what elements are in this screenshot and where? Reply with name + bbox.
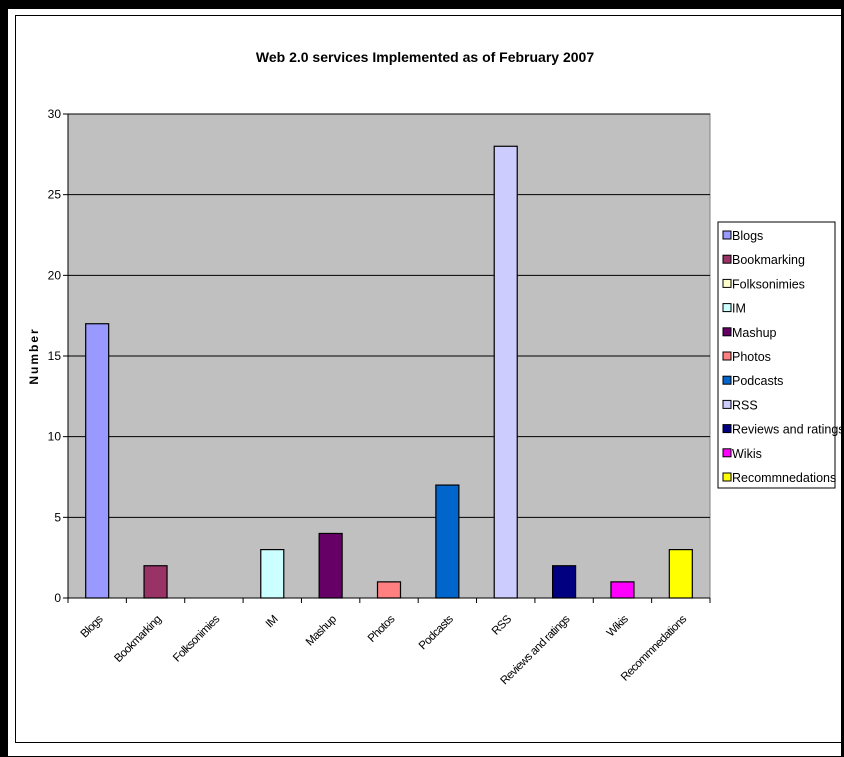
legend-swatch: [722, 254, 732, 264]
legend-swatch: [722, 424, 732, 434]
x-tick-label: Mashup: [304, 614, 339, 649]
x-tick-label: Photos: [366, 613, 398, 645]
legend-swatch: [722, 351, 732, 361]
y-tick-label: 20: [48, 268, 62, 282]
bar-reviews-and-ratings: [551, 565, 577, 599]
bar-wikis: [610, 581, 635, 599]
legend-swatch: [722, 303, 732, 313]
bar-mashup: [318, 532, 343, 599]
y-axis: 0 5 10 15 20 25 30: [48, 107, 69, 605]
bar-recommnedations: [668, 548, 693, 599]
legend: Blogs Bookmarking Folksonimies IM Mashup Phot…: [717, 221, 844, 489]
legend-swatch: [722, 375, 732, 385]
legend-swatch: [722, 230, 732, 240]
y-axis-label: Number: [27, 327, 41, 384]
legend-swatch: [722, 472, 732, 482]
legend-swatch: [722, 327, 732, 337]
y-tick-label: 10: [48, 430, 62, 444]
bar-podcasts: [435, 484, 460, 599]
x-tick-label: Podcasts: [417, 613, 456, 652]
legend-swatch: [722, 448, 732, 458]
legend-box: [717, 221, 836, 489]
bar-rss: [493, 145, 518, 599]
legend-swatch: [722, 278, 732, 288]
gridlines: [68, 113, 710, 518]
legend-label: Folksonimies: [732, 277, 805, 291]
y-tick-label: 0: [54, 591, 61, 605]
x-tick-label: Recommnedations: [619, 613, 690, 684]
x-tick-label: Bookmarking: [112, 613, 163, 664]
y-tick-label: 30: [48, 107, 62, 121]
x-tick-label: IM: [264, 614, 281, 631]
y-tick-label: 25: [48, 188, 62, 202]
legend-label: RSS: [732, 398, 758, 412]
chart-border: [15, 15, 844, 743]
legend-label: Wikis: [732, 447, 762, 461]
bar-blogs: [85, 323, 110, 599]
x-tick-label: Folksonimies: [171, 613, 222, 664]
legend-label: Mashup: [732, 326, 777, 340]
legend-label: Blogs: [732, 229, 763, 243]
legend-label: IM: [732, 302, 746, 316]
x-tick-label: Wikis: [605, 613, 631, 639]
bar-im: [260, 548, 285, 599]
x-axis: Blogs Bookmarking Folksonimies IM Mashup Phot…: [67, 597, 711, 687]
legend-label: Recommnedations: [732, 471, 836, 485]
x-tick-label: RSS: [490, 613, 515, 638]
bar-photos: [376, 581, 402, 599]
x-tick-label: Blogs: [79, 613, 106, 640]
legend-label: Podcasts: [732, 374, 783, 388]
bars: [85, 145, 693, 599]
legend-swatch: [722, 399, 732, 409]
chart-title: Web 2.0 services Implemented as of Febru…: [256, 49, 594, 65]
legend-label: Reviews and ratings: [732, 423, 844, 437]
legend-label: Photos: [732, 350, 771, 364]
bar-bookmarking: [143, 565, 168, 599]
y-tick-label: 15: [48, 349, 62, 363]
y-tick-label: 5: [54, 510, 61, 524]
legend-label: Bookmarking: [732, 253, 805, 267]
